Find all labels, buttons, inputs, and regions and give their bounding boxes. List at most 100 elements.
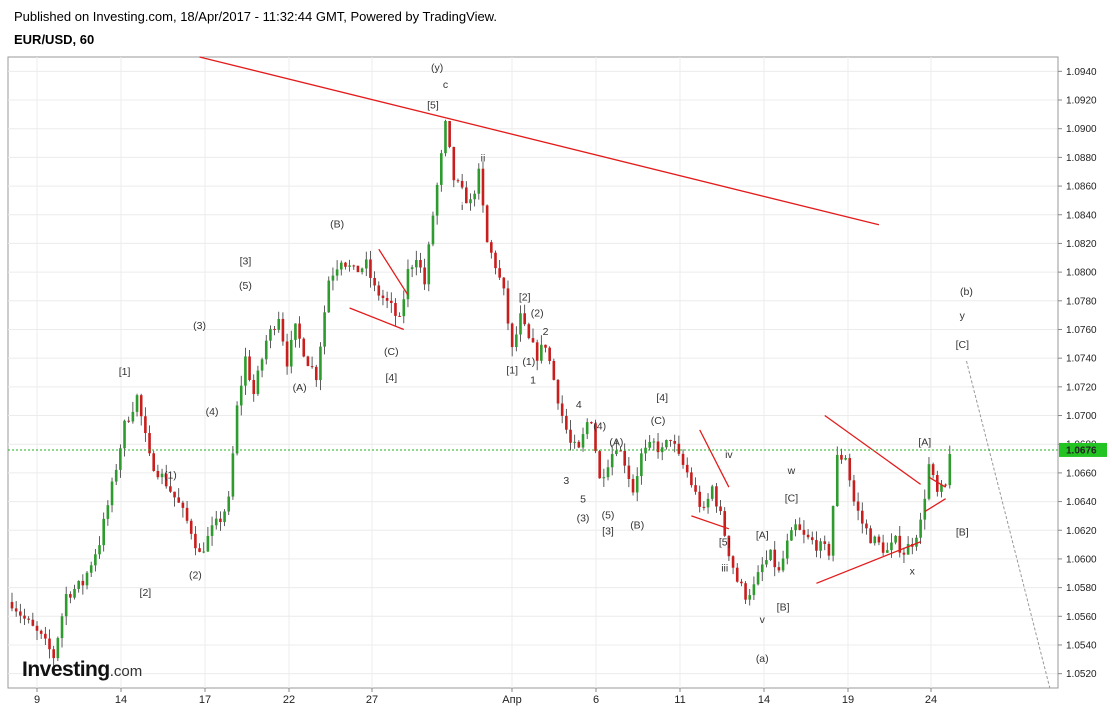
candle-body xyxy=(456,180,460,182)
time-axis[interactable]: 9 14 17 22 27 Апр 6 11 14 19 24 xyxy=(34,688,937,706)
candle-body xyxy=(748,595,752,600)
candle-body xyxy=(302,338,306,357)
candle-body xyxy=(219,518,222,523)
candle-body xyxy=(465,187,468,204)
candle-body xyxy=(852,480,856,502)
candle-body xyxy=(394,303,397,316)
candle-body xyxy=(690,472,693,486)
candle-body xyxy=(206,535,210,552)
wave-label: [C] xyxy=(785,492,799,504)
wave-label: 4 xyxy=(576,399,582,411)
candle-body xyxy=(802,529,806,535)
candle-body xyxy=(264,340,268,360)
candle-body xyxy=(823,541,827,544)
candle-body xyxy=(715,486,718,507)
candle-body xyxy=(148,433,151,454)
candle-body xyxy=(231,453,235,497)
candle-body xyxy=(127,420,131,422)
price-tick-label: 1.0560 xyxy=(1066,612,1097,623)
candle-body xyxy=(352,265,356,267)
candle-body xyxy=(644,447,647,454)
time-tick-label: 6 xyxy=(593,694,599,706)
candle-body xyxy=(669,439,672,441)
candle-body xyxy=(719,506,722,512)
candle-body xyxy=(565,415,568,430)
candle-body xyxy=(569,429,572,443)
candle-body xyxy=(110,481,114,506)
candle-body xyxy=(460,180,464,188)
wave-label: [3] xyxy=(602,525,614,537)
price-tick-label: 1.0620 xyxy=(1066,526,1097,537)
candle-body xyxy=(85,572,89,586)
candle-body xyxy=(781,558,785,571)
candle-body xyxy=(381,295,385,298)
wave-label: c xyxy=(443,79,448,91)
wave-label: (2) xyxy=(531,307,544,319)
candle-body xyxy=(860,510,864,524)
time-tick-label: 27 xyxy=(366,694,378,706)
candle-body xyxy=(494,252,497,269)
wave-label: (3) xyxy=(193,320,206,332)
candle-body xyxy=(673,440,677,444)
time-tick-label: Апр xyxy=(502,694,521,706)
candle-body xyxy=(81,580,85,586)
candle-body xyxy=(364,259,368,269)
price-tick-label: 1.0540 xyxy=(1066,640,1097,651)
wave-label: 3 xyxy=(563,475,569,487)
wave-label: [5] xyxy=(427,99,439,111)
wave-label: [2] xyxy=(519,291,531,303)
candle-body xyxy=(135,395,139,412)
candle-body xyxy=(810,537,814,541)
plot-frame xyxy=(7,56,1059,689)
candle-body xyxy=(285,341,289,367)
candle-body xyxy=(181,502,185,508)
trendline xyxy=(699,429,730,488)
wave-label: [A] xyxy=(918,436,931,448)
candle-body xyxy=(794,524,797,531)
wave-label: (A) xyxy=(293,382,307,394)
candle-body xyxy=(269,329,272,341)
candle-body xyxy=(35,625,39,631)
candle-body xyxy=(531,338,535,343)
candle-body xyxy=(281,318,285,342)
candle-body xyxy=(10,601,14,609)
candle-body xyxy=(389,300,393,304)
candle-body xyxy=(406,269,410,300)
candle-body xyxy=(590,422,593,424)
trendline xyxy=(816,541,921,584)
price-tick-label: 1.0780 xyxy=(1066,296,1097,307)
candle-body xyxy=(681,453,685,465)
published-caption: Published on Investing.com, 18/Apr/2017 … xyxy=(14,9,497,24)
candle-body xyxy=(502,277,506,289)
wave-label: iii xyxy=(721,563,728,575)
candle-body xyxy=(444,120,447,154)
candle-body xyxy=(835,454,839,507)
candle-body xyxy=(423,267,426,285)
candle-body xyxy=(98,545,101,555)
candle-body xyxy=(73,588,76,598)
wave-label: (C) xyxy=(384,346,399,358)
candle-body xyxy=(877,536,881,543)
candle-body xyxy=(356,265,360,273)
candle-body xyxy=(427,244,431,285)
candle-body xyxy=(898,535,902,553)
candle-body xyxy=(881,542,885,553)
candle-body xyxy=(760,564,764,573)
candle-body xyxy=(652,441,656,443)
candle-body xyxy=(89,565,93,573)
price-axis[interactable]: 1.0940 1.0920 1.0900 1.0880 1.0860 1.0840 1.08… xyxy=(1058,67,1097,680)
candle-body xyxy=(806,534,810,538)
candle-body xyxy=(39,630,43,634)
candle-body xyxy=(177,497,181,503)
price-tick-label: 1.0520 xyxy=(1066,669,1097,680)
candle-body xyxy=(139,395,143,417)
candle-body xyxy=(677,443,681,454)
candle-body xyxy=(790,530,793,541)
price-tick-label: 1.0580 xyxy=(1066,583,1097,594)
wave-label: (2) xyxy=(189,570,202,582)
candle-body xyxy=(785,540,789,559)
candle-body xyxy=(940,484,943,492)
wave-label: (5) xyxy=(602,509,615,521)
candle-body xyxy=(344,262,347,267)
